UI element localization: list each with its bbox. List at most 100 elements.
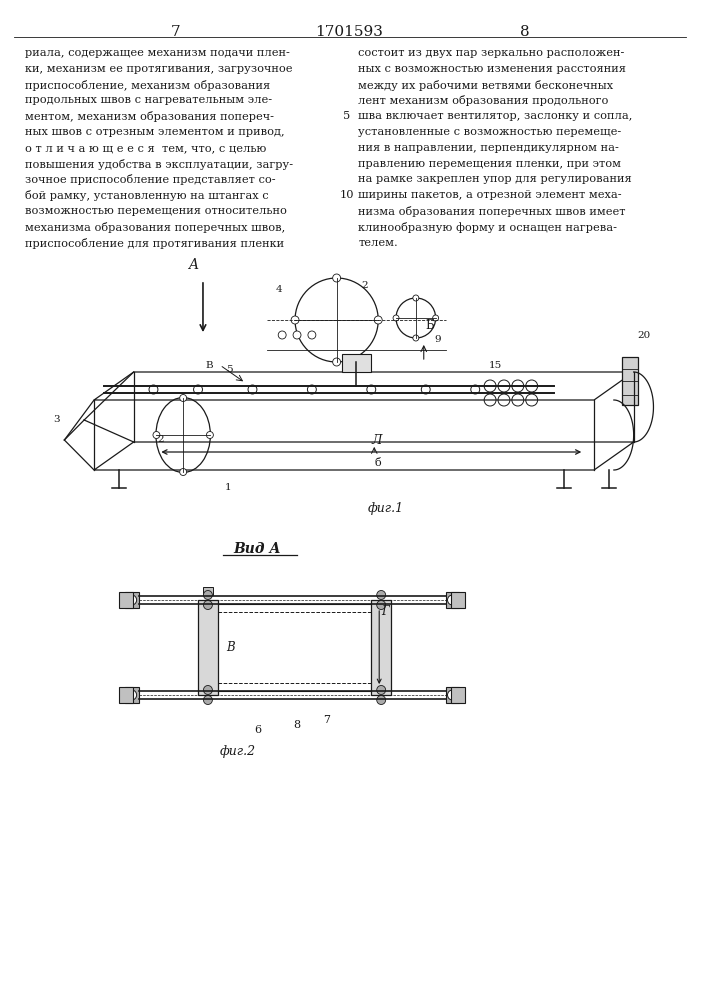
Circle shape [377,686,385,694]
Circle shape [333,274,341,282]
Circle shape [421,385,430,394]
Circle shape [333,358,341,366]
Bar [452,687,465,703]
Text: ширины пакетов, а отрезной элемент меха-: ширины пакетов, а отрезной элемент меха- [358,190,622,200]
Text: 10: 10 [339,190,354,200]
Circle shape [433,315,438,321]
Bar [445,592,460,608]
Text: возможностью перемещения относительно: возможностью перемещения относительно [25,206,286,216]
Circle shape [127,690,136,700]
Text: о т л и ч а ю щ е е с я  тем, что, с целью: о т л и ч а ю щ е е с я тем, что, с цель… [25,143,266,153]
Circle shape [127,595,136,605]
Circle shape [367,385,375,394]
Text: на рамке закреплен упор для регулирования: на рамке закреплен упор для регулировани… [358,174,632,184]
Text: 1701593: 1701593 [315,25,383,39]
Text: 20: 20 [637,330,650,340]
Text: В: В [205,360,213,369]
Text: повышения удобства в эксплуатации, загру-: повышения удобства в эксплуатации, загру… [25,159,293,170]
Bar [119,592,133,608]
Circle shape [413,335,419,341]
Circle shape [248,385,257,394]
Text: Л: Л [371,434,381,447]
Circle shape [291,316,299,324]
Bar [445,687,460,703]
Text: установленные с возможностью перемеще-: установленные с возможностью перемеще- [358,127,621,137]
Text: состоит из двух пар зеркально расположен-: состоит из двух пар зеркально расположен… [358,48,625,58]
Text: низма образования поперечных швов имеет: низма образования поперечных швов имеет [358,206,626,217]
Text: б: б [375,458,382,468]
Text: Г: Г [381,605,389,618]
Text: лент механизм образования продольного: лент механизм образования продольного [358,95,609,106]
Text: шва включает вентилятор, заслонку и сопла,: шва включает вентилятор, заслонку и сопл… [358,111,633,121]
Text: 3: 3 [53,416,60,424]
Bar [621,357,638,405]
Text: между их рабочими ветвями бесконечных: между их рабочими ветвями бесконечных [358,80,614,91]
Circle shape [377,600,385,609]
Circle shape [180,394,187,401]
Text: Вид А: Вид А [233,542,281,556]
Text: 4: 4 [276,286,283,294]
Text: механизма образования поперечных швов,: механизма образования поперечных швов, [25,222,285,233]
Text: 5: 5 [343,111,350,121]
Bar [124,592,139,608]
Text: клинообразную форму и оснащен нагрева-: клинообразную форму и оснащен нагрева- [358,222,617,233]
Circle shape [377,696,385,704]
Circle shape [308,385,316,394]
Text: фиг.2: фиг.2 [220,745,256,758]
Circle shape [293,331,301,339]
Text: правлению перемещения пленки, при этом: правлению перемещения пленки, при этом [358,159,621,169]
Text: В: В [226,641,234,654]
Circle shape [204,590,212,599]
Text: A: A [188,258,198,272]
Circle shape [279,331,286,339]
Text: риала, содержащее механизм подачи плен-: риала, содержащее механизм подачи плен- [25,48,290,58]
Text: фиг.1: фиг.1 [368,502,404,515]
Text: 15: 15 [489,360,502,369]
Circle shape [393,315,399,321]
Text: ментом, механизм образования попереч-: ментом, механизм образования попереч- [25,111,274,122]
Circle shape [471,385,480,394]
Text: 7: 7 [323,715,330,725]
Circle shape [194,385,202,394]
Text: ки, механизм ее протягивания, загрузочное: ки, механизм ее протягивания, загрузочно… [25,64,292,74]
Circle shape [377,590,385,599]
Circle shape [149,385,158,394]
Circle shape [308,331,316,339]
Text: 9: 9 [434,336,441,344]
Circle shape [204,686,212,694]
Text: продольных швов с нагревательным эле-: продольных швов с нагревательным эле- [25,95,272,105]
Text: Б: Б [426,319,435,332]
Text: 8: 8 [520,25,530,39]
Text: 2: 2 [361,282,368,290]
Bar [203,587,213,595]
Text: 5: 5 [226,364,233,373]
Circle shape [204,696,212,704]
Circle shape [204,600,212,609]
Text: ных с возможностью изменения расстояния: ных с возможностью изменения расстояния [358,64,626,74]
Bar [124,687,139,703]
Text: телем.: телем. [358,238,398,248]
Circle shape [153,432,160,438]
Text: зочное приспособление представляет со-: зочное приспособление представляет со- [25,174,276,185]
Text: ния в направлении, перпендикулярном на-: ния в направлении, перпендикулярном на- [358,143,619,153]
Text: 6: 6 [254,725,261,735]
Bar [119,687,133,703]
Text: 8: 8 [293,720,300,730]
Text: приспособление для протягивания пленки: приспособление для протягивания пленки [25,238,284,249]
Bar [371,600,391,695]
Text: ных швов с отрезным элементом и привод,: ных швов с отрезным элементом и привод, [25,127,284,137]
Circle shape [180,468,187,476]
Circle shape [374,316,382,324]
Text: приспособление, механизм образования: приспособление, механизм образования [25,80,270,91]
Circle shape [206,432,214,438]
Circle shape [448,595,457,605]
Bar [198,600,218,695]
Text: 7: 7 [170,25,180,39]
Text: 1: 1 [224,483,231,491]
Text: бой рамку, установленную на штангах с: бой рамку, установленную на штангах с [25,190,269,201]
Circle shape [448,690,457,700]
Circle shape [413,295,419,301]
Bar [452,592,465,608]
Text: 2: 2 [157,436,164,444]
Bar [341,354,371,372]
